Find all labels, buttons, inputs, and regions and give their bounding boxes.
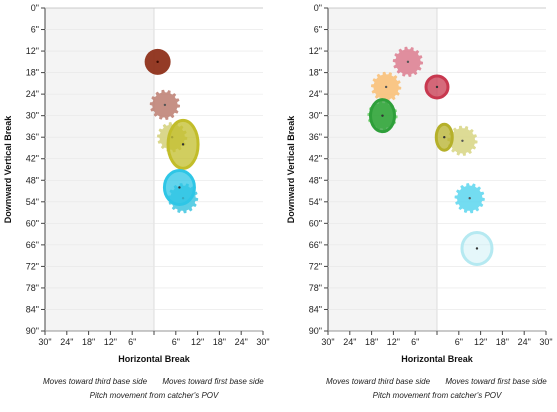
pitch-center-dot [381,114,384,117]
pitch-mark [371,71,402,103]
x-tick-label: 18" [213,337,226,347]
pitch-mark [162,168,196,206]
caption-first-base: Moves toward first base side [445,377,547,386]
x-tick-label: 6" [172,337,180,347]
x-tick-label: 6" [455,337,463,347]
y-tick-label: 42" [309,154,322,164]
y-tick-label: 84" [26,304,39,314]
pitch-center-dot [461,139,464,142]
y-tick-label: 6" [31,25,39,35]
y-tick-label: 18" [26,68,39,78]
pitch-center-dot [435,85,439,89]
x-axis-title: Horizontal Break [118,354,191,364]
chart-right: 0" 6" 12" 18" 24" 30" 36" 42" 48" 54" 60" 66" 72" 78"… [286,3,553,400]
y-tick-label: 78" [309,283,322,293]
pitch-center-dot [443,136,446,139]
y-tick-label: 90" [26,326,39,336]
caption-third-base: Moves toward third base side [43,377,148,386]
caption-third-base: Moves toward third base side [326,377,431,386]
y-tick-label: 0" [31,3,39,13]
x-tick-label: 24" [518,337,531,347]
y-axis-title: Downward Vertical Break [286,115,296,224]
y-tick-label: 24" [26,89,39,99]
y-tick-label: 78" [26,283,39,293]
x-tick-label: 30" [256,337,269,347]
y-tick-label: 12" [309,46,322,56]
y-axis-title: Downward Vertical Break [3,115,13,224]
x-tick-label: 18" [496,337,509,347]
y-tick-label: 72" [309,261,322,271]
x-tick-label: 12" [474,337,487,347]
pitch-mark [144,48,171,75]
pitch-mark [392,46,424,77]
x-axis-title: Horizontal Break [401,354,474,364]
pitch-center-dot [384,85,388,89]
pitch-mark [424,74,450,100]
caption-pov: Pitch movement from catcher's POV [373,391,502,400]
y-tick-label: 0" [314,3,322,13]
y-tick-label: 30" [26,111,39,121]
pitch-center-dot [163,103,167,107]
y-tick-label: 12" [26,46,39,56]
pitch-mark [166,118,200,170]
x-tick-label: 24" [235,337,248,347]
y-tick-label: 60" [26,218,39,228]
y-tick-label: 84" [309,304,322,314]
pitch-center-dot [156,60,159,64]
pitch-mark [434,122,454,152]
x-tick-label: 24" [60,337,73,347]
y-tick-label: 54" [309,197,322,207]
y-tick-label: 66" [26,240,39,250]
x-tick-label: 30" [539,337,552,347]
pitch-mark [460,230,494,266]
x-tick-label: 30" [38,337,51,347]
x-tick-label: 30" [321,337,334,347]
x-tick-label: 12" [191,337,204,347]
pitch-mark [369,98,396,134]
x-tick-label: 6" [411,337,419,347]
y-tick-label: 36" [309,132,322,142]
shaded-third-base-region [45,8,154,331]
x-tick-label: 24" [343,337,356,347]
x-tick-label: 18" [365,337,378,347]
pitch-center-dot [178,186,181,189]
x-tick-label: 12" [387,337,400,347]
y-tick-label: 90" [309,326,322,336]
y-tick-label: 60" [309,218,322,228]
pitch-center-dot [475,247,479,250]
x-tick-label: 12" [104,337,117,347]
y-tick-label: 48" [26,175,39,185]
y-tick-label: 24" [309,89,322,99]
y-tick-label: 48" [309,175,322,185]
y-tick-label: 18" [309,68,322,78]
pitch-mark [149,89,181,120]
caption-first-base: Moves toward first base side [162,377,264,386]
pitch-center-dot [181,143,185,146]
caption-pov: Pitch movement from catcher's POV [90,391,219,400]
chart-left: 0" 6" 12" 18" 24" 30" 36" 42" 48" 54" 60" 66" 72" 78"… [3,3,270,400]
y-tick-label: 72" [26,261,39,271]
y-tick-label: 54" [26,197,39,207]
y-tick-label: 42" [26,154,39,164]
pitch-mark [454,183,485,214]
y-tick-label: 6" [314,25,322,35]
pitch-center-dot [468,197,471,200]
pitch-mark [447,125,478,156]
x-tick-label: 6" [128,337,136,347]
y-tick-label: 30" [309,111,322,121]
pitch-center-dot [406,60,410,64]
x-tick-label: 18" [82,337,95,347]
y-tick-label: 66" [309,240,322,250]
y-tick-label: 36" [26,132,39,142]
